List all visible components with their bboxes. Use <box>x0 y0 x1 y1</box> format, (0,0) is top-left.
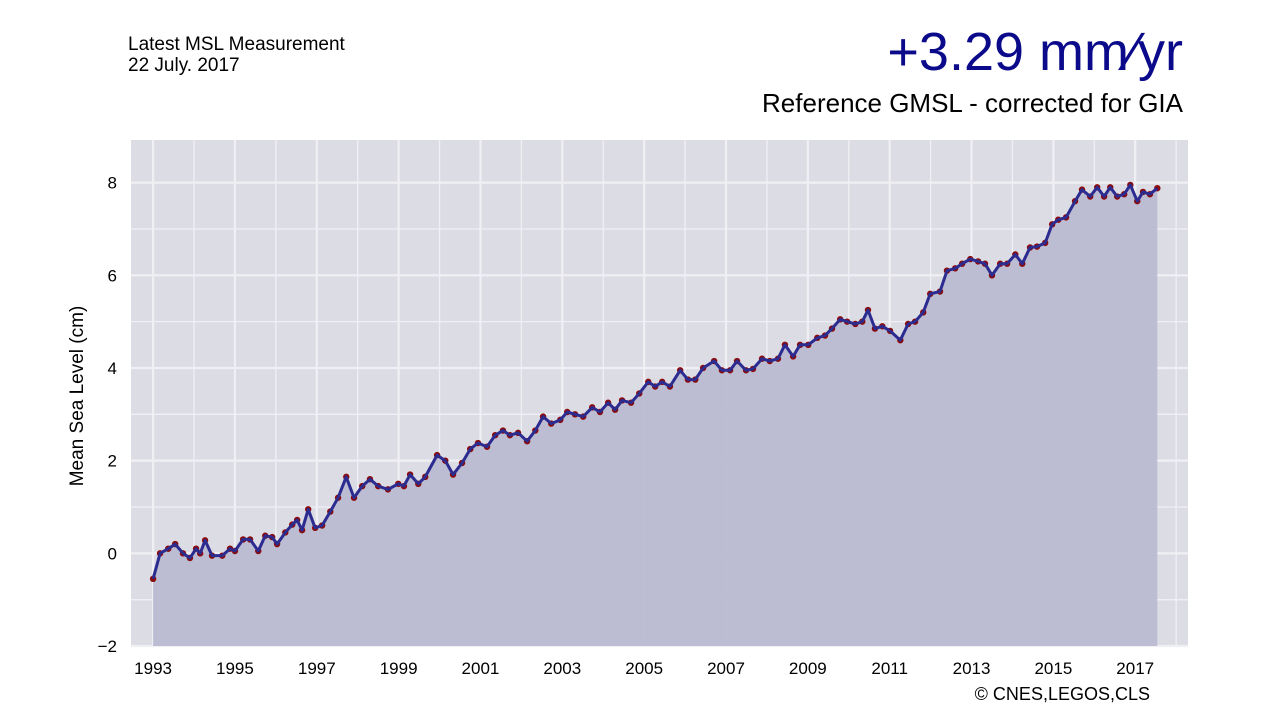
area-fill <box>153 184 1158 646</box>
y-tick-label: 4 <box>108 359 117 378</box>
x-tick-label: 1993 <box>134 659 172 678</box>
x-tick-label: 2005 <box>625 659 663 678</box>
y-tick-label: 8 <box>108 174 117 193</box>
x-tick-label: 2015 <box>1034 659 1072 678</box>
latest-measurement-label: Latest MSL Measurement 22 July. 2017 <box>128 34 345 76</box>
x-tick-label: 2013 <box>953 659 991 678</box>
x-tick-label: 2007 <box>707 659 745 678</box>
trend-rate: +3.29 mm∕yr <box>887 22 1183 82</box>
x-tick-label: 2011 <box>871 659 908 678</box>
copyright: © CNES,LEGOS,CLS <box>974 684 1150 704</box>
x-tick-label: 2017 <box>1116 659 1154 678</box>
y-tick-label: −2 <box>98 637 117 656</box>
x-tick-label: 2001 <box>462 659 500 678</box>
x-tick-label: 1999 <box>380 659 418 678</box>
x-tick-label: 2009 <box>789 659 827 678</box>
y-tick-labels: −2 0 2 4 6 8 <box>98 174 117 656</box>
series-line <box>151 183 1159 580</box>
x-tick-label: 2003 <box>543 659 581 678</box>
x-tick-labels: 1993 1995 1997 1999 2001 2003 2005 2007 2009 2011… <box>134 659 1154 678</box>
latest-measurement-title: Latest MSL Measurement <box>128 34 345 55</box>
latest-measurement-date: 22 July. 2017 <box>128 55 240 76</box>
x-tick-label: 1995 <box>216 659 254 678</box>
chart-subtitle: Reference GMSL - corrected for GIA <box>762 88 1183 118</box>
y-tick-label: 2 <box>108 452 117 471</box>
y-tick-label: 0 <box>108 544 117 563</box>
x-tick-label: 1997 <box>298 659 336 678</box>
y-axis-label: Mean Sea Level (cm) <box>67 306 88 487</box>
y-tick-label: 6 <box>108 266 117 285</box>
